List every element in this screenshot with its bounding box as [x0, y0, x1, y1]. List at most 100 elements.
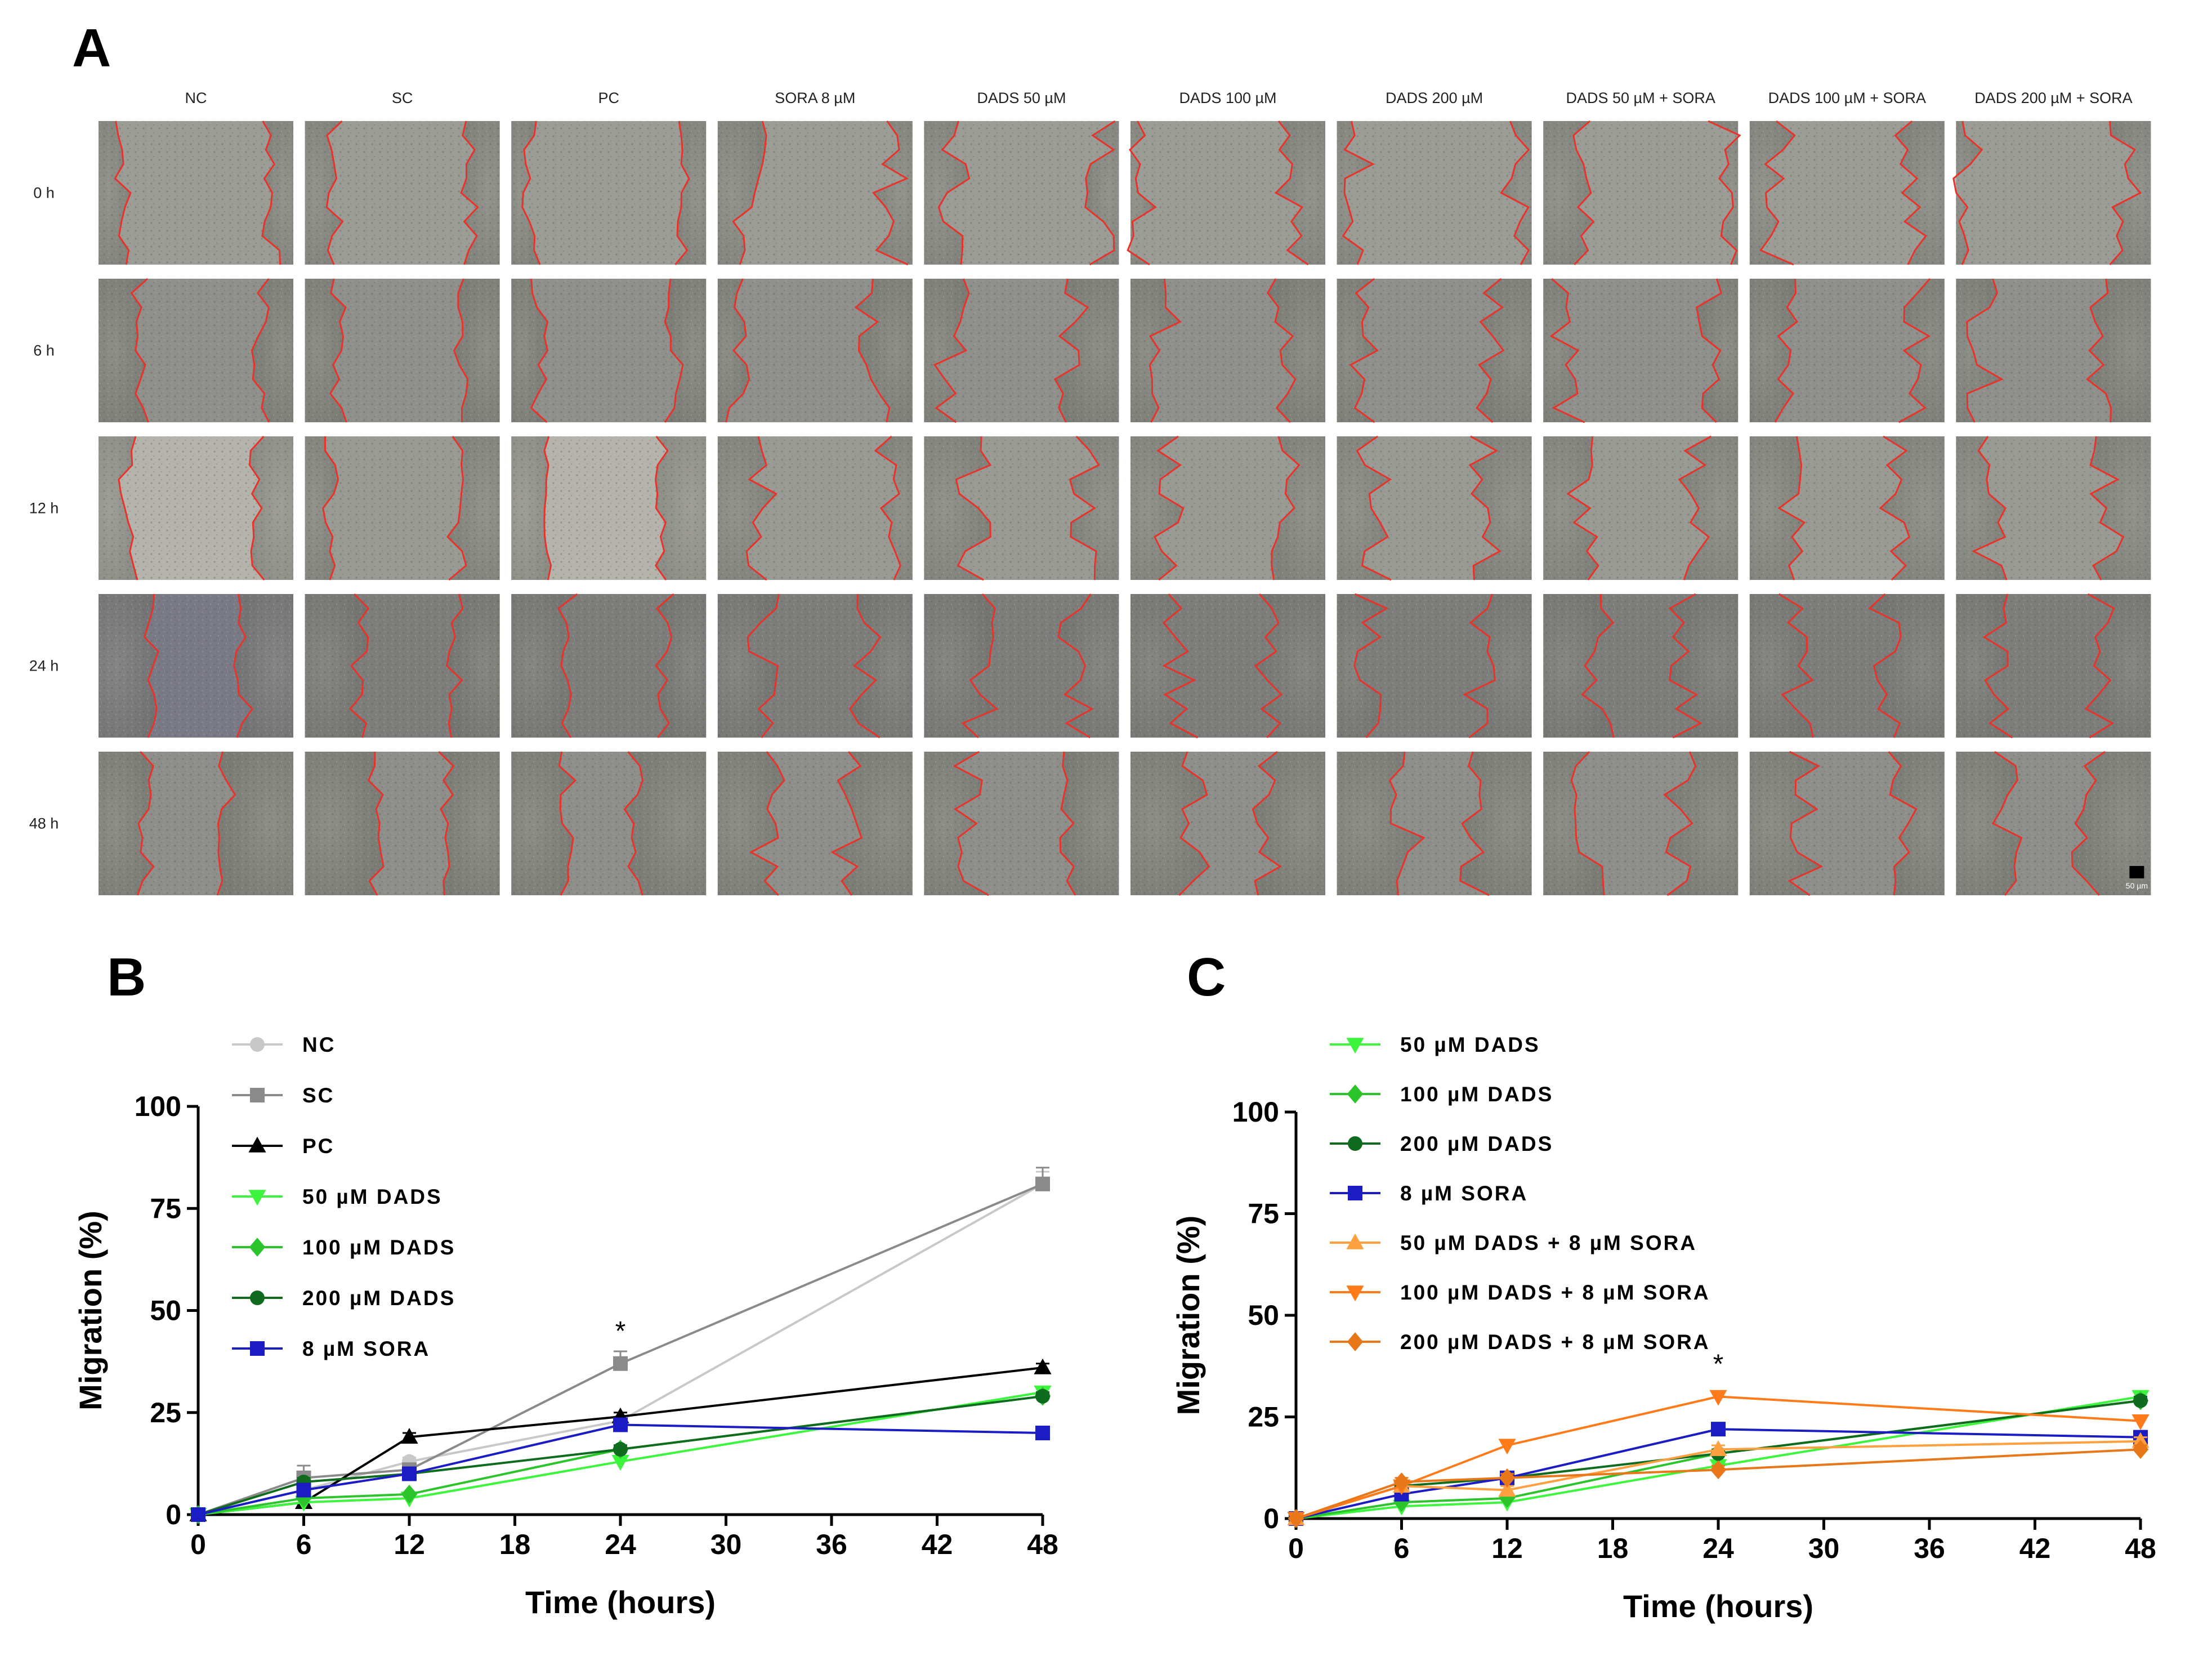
cell-texture	[305, 594, 500, 738]
legend-entry: NC	[232, 1033, 334, 1056]
legend-label: PC	[302, 1135, 334, 1158]
micrograph	[305, 751, 500, 896]
legend-label: 100 µM DADS + 8 µM SORA	[1400, 1281, 1710, 1304]
cell-texture	[511, 594, 707, 738]
wound-edge-right	[251, 278, 270, 423]
y-tick-label: 0	[166, 1499, 181, 1530]
cell-texture	[1130, 594, 1325, 738]
wound-edge-right	[849, 593, 882, 739]
legend-label: 50 µM DADS + 8 µM SORA	[1400, 1231, 1697, 1254]
legend-marker	[1348, 1136, 1362, 1151]
legend-label: 50 µM DADS	[1400, 1033, 1540, 1056]
wound-edge-right	[248, 435, 265, 581]
legend-label: 50 µM DADS	[302, 1185, 443, 1208]
wound-edge-right	[664, 278, 684, 423]
wound-edge-right	[1463, 593, 1496, 739]
significance-marker: *	[615, 1316, 626, 1346]
cell-texture	[99, 279, 293, 422]
legend-entry: 50 µM DADS + 8 µM SORA	[1330, 1231, 1697, 1254]
wound-edge-right	[623, 751, 644, 896]
wound-edge-left	[130, 278, 149, 423]
wound-edge-left	[348, 593, 370, 738]
data-point	[1288, 1509, 1304, 1528]
y-tick-label: 50	[1248, 1300, 1279, 1331]
wound-edge-left	[1759, 120, 1796, 266]
data-point	[2133, 1393, 2148, 1408]
micrograph	[1337, 278, 1532, 423]
wound-edge-right	[1678, 435, 1712, 581]
wound-edge-right	[1663, 751, 1697, 896]
micrograph	[1749, 751, 1945, 896]
micrograph	[1543, 435, 1739, 581]
column-header: SORA 8 µM	[775, 90, 855, 106]
data-point	[613, 1417, 628, 1432]
wound-edge-left	[322, 436, 339, 581]
data-point	[1711, 1422, 1726, 1437]
wound-edge-right	[1271, 436, 1301, 581]
cell-texture	[99, 436, 293, 580]
legend-marker	[1347, 1084, 1364, 1104]
wound-edge-right	[1267, 278, 1297, 423]
data-point	[1498, 1439, 1516, 1455]
x-tick-label: 48	[2125, 1533, 2156, 1564]
legend-entry: 50 µM DADS	[232, 1185, 443, 1208]
wound-edge-left	[745, 436, 778, 581]
wound-edge-right	[1868, 593, 1902, 738]
legend-marker	[1346, 1038, 1364, 1054]
wound-edge-left	[1572, 120, 1595, 266]
wound-edge-left	[1952, 120, 1983, 265]
micrograph	[717, 435, 913, 581]
data-point	[1710, 1460, 1727, 1480]
wound-edge-left	[749, 751, 785, 896]
legend-entry: 8 µM SORA	[1330, 1182, 1526, 1205]
wound-edge-left	[521, 120, 541, 265]
x-tick-label: 18	[1597, 1533, 1629, 1564]
x-tick-label: 30	[710, 1529, 742, 1560]
cell-texture	[1130, 279, 1325, 422]
micrograph	[924, 435, 1119, 581]
wound-edge-right	[674, 120, 690, 265]
wound-edge-left	[1966, 278, 2004, 423]
data-point	[1034, 1358, 1052, 1374]
wound-edge-left	[325, 120, 344, 265]
micrograph	[1749, 120, 1945, 266]
wound-edge-left	[1162, 593, 1199, 739]
wound-edge-left	[1178, 751, 1210, 896]
cell-texture	[1130, 436, 1325, 580]
x-tick-label: 36	[1914, 1533, 1945, 1564]
cell-texture	[1749, 594, 1945, 738]
wound-edge-left	[961, 593, 999, 739]
legend-label: 200 µM DADS + 8 µM SORA	[1400, 1330, 1710, 1354]
data-point	[1035, 1388, 1050, 1404]
column-header: DADS 200 µM	[1386, 90, 1483, 106]
y-tick-label: 0	[1263, 1503, 1279, 1534]
micrograph	[511, 278, 707, 423]
wound-edge-right	[453, 278, 469, 422]
wound-edge-left	[557, 593, 578, 738]
micrograph	[1337, 593, 1532, 739]
data-point	[1709, 1390, 1727, 1406]
micrograph	[511, 436, 707, 581]
legend-marker	[248, 1136, 266, 1153]
wound-edge-right	[1708, 120, 1741, 265]
wound-edge-right	[1468, 435, 1502, 581]
micrograph	[1130, 593, 1325, 739]
wound-edge-left	[1982, 593, 2013, 739]
wound-edge-left	[725, 278, 750, 423]
cell-texture	[99, 594, 293, 738]
column-header: SC	[392, 90, 413, 106]
micrograph	[1337, 435, 1532, 581]
legend-label: SC	[302, 1084, 334, 1107]
wound-edge-right	[460, 120, 479, 265]
micrograph	[1956, 278, 2151, 423]
wound-edge-left	[1353, 593, 1389, 738]
wound-edge-right	[1500, 120, 1530, 265]
wound-edge-left	[1991, 751, 2023, 896]
data-point	[191, 1507, 205, 1522]
wound-edge-right	[654, 436, 669, 581]
micrograph	[99, 435, 293, 581]
data-point	[613, 1356, 628, 1371]
chart-c: 0 6 12 18 24 30 36 42 48 0 25 50 75 100 Time (hours) Mi…	[1170, 1033, 2156, 1624]
legend-marker	[250, 1291, 265, 1305]
